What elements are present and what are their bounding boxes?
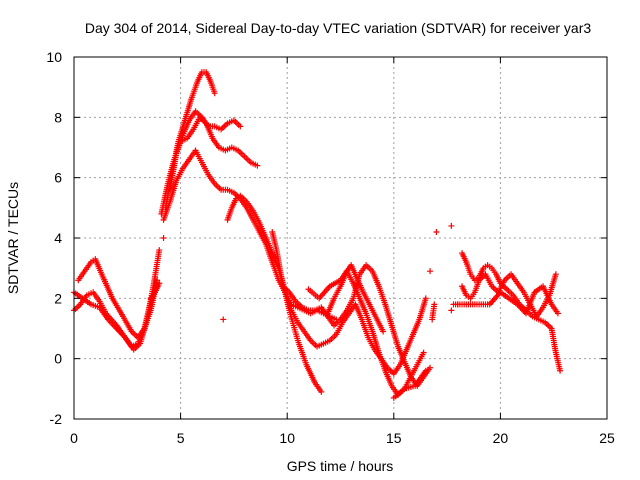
- x-tick-label: 0: [70, 430, 78, 446]
- x-axis-label: GPS time / hours: [287, 458, 394, 474]
- y-tick-label: 8: [54, 109, 62, 125]
- data-point-marker: [420, 349, 427, 356]
- data-point-marker: [160, 235, 167, 241]
- x-tick-label: 5: [177, 430, 185, 446]
- data-point-marker: [448, 307, 455, 314]
- data-point-marker: [237, 123, 244, 130]
- data-points: [71, 69, 564, 401]
- data-point-marker: [557, 367, 564, 374]
- data-point-marker: [427, 268, 434, 275]
- y-tick-label: 6: [54, 170, 62, 186]
- data-point-marker: [318, 388, 325, 395]
- data-point-marker: [254, 162, 261, 169]
- y-axis-label: SDTVAR / TECUs: [5, 182, 21, 294]
- data-point-marker: [154, 277, 161, 284]
- x-tick-label: 20: [493, 430, 509, 446]
- axis-ticks: 0 5 10 15 20 25 -2 0 2 4 6 8 10: [46, 49, 615, 446]
- y-tick-label: 10: [46, 49, 62, 65]
- data-point-marker: [220, 316, 227, 323]
- x-tick-label: 15: [386, 430, 402, 446]
- data-point-marker: [156, 247, 163, 254]
- data-point-marker: [433, 228, 440, 235]
- x-tick-label: 25: [599, 430, 615, 446]
- y-tick-label: 0: [54, 351, 62, 367]
- y-tick-label: 4: [54, 230, 62, 246]
- grid: [74, 57, 607, 419]
- data-point-marker: [431, 301, 438, 308]
- data-point-marker: [156, 280, 163, 287]
- y-tick-label: 2: [54, 290, 62, 306]
- data-point-marker: [554, 310, 561, 317]
- chart-title: Day 304 of 2014, Sidereal Day-to-day VTE…: [85, 20, 591, 36]
- data-point-marker: [552, 271, 559, 278]
- y-tick-label: -2: [50, 411, 63, 427]
- data-point-marker: [427, 364, 434, 371]
- data-point-marker: [422, 295, 429, 302]
- data-point-marker: [448, 222, 455, 229]
- data-point-marker: [422, 367, 429, 374]
- data-point-marker: [211, 90, 218, 97]
- data-point-marker: [380, 328, 387, 335]
- x-tick-label: 10: [279, 430, 295, 446]
